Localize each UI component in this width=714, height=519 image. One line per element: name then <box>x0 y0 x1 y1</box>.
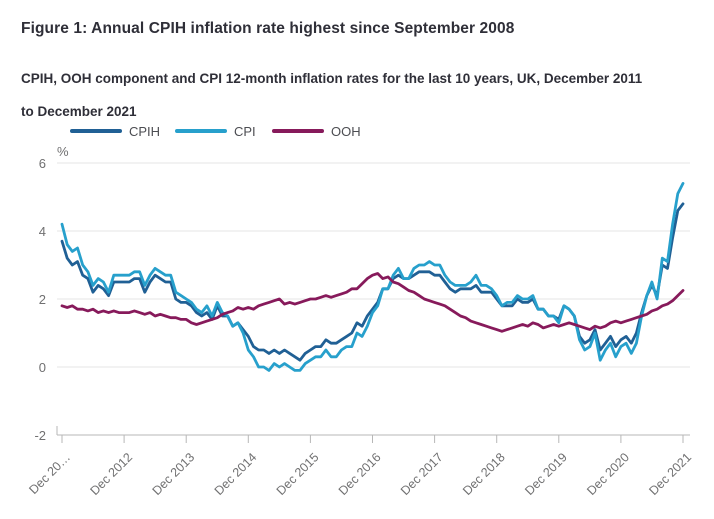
series-line-ooh <box>60 272 685 333</box>
x-tick-label: Dec 20… <box>26 450 73 497</box>
cpi-line-swatch-icon <box>175 129 227 133</box>
ooh-line-swatch-icon <box>272 129 324 133</box>
x-tick-label: Dec 2016 <box>336 450 384 498</box>
legend-item-cpih: CPIH <box>70 123 160 139</box>
series-line-cpi <box>60 181 685 372</box>
x-tick-label: Dec 2018 <box>460 450 508 498</box>
x-tick-label: Dec 2012 <box>87 450 135 498</box>
legend-label-cpih: CPIH <box>129 123 161 139</box>
x-axis: Dec 20… Dec 2012 Dec 2013 Dec 2014 Dec 2015 D… <box>26 426 694 498</box>
legend-label-cpi: CPI <box>234 123 256 139</box>
x-tick-label: Dec 2020 <box>584 450 632 498</box>
y-tick-label: -2 <box>34 428 46 443</box>
x-tick-label: Dec 2013 <box>150 450 198 498</box>
x-tick-label: Dec 2021 <box>646 450 694 498</box>
x-tick-label: Dec 2014 <box>212 450 260 498</box>
cpih-line-swatch-icon <box>70 129 122 133</box>
x-tick-label: Dec 2017 <box>398 450 446 498</box>
legend-item-cpi: CPI <box>175 123 256 139</box>
legend-label-ooh: OOH <box>331 123 361 139</box>
y-axis-unit-label: % <box>57 144 69 159</box>
x-tick-label: Dec 2015 <box>274 450 322 498</box>
figure-subtitle: CPIH, OOH component and CPI 12-month inf… <box>21 70 643 119</box>
y-gridlines <box>57 162 690 368</box>
figure-title: Figure 1: Annual CPIH inflation rate hig… <box>21 20 515 38</box>
legend-item-ooh: OOH <box>272 123 361 139</box>
x-tick-label: Dec 2019 <box>522 450 570 498</box>
y-tick-label: 0 <box>39 360 46 375</box>
y-tick-label: 2 <box>39 292 46 307</box>
y-axis-labels: 6 4 2 0 -2% <box>34 144 69 443</box>
y-tick-label: 6 <box>39 156 46 171</box>
y-tick-label: 4 <box>39 224 46 239</box>
chart-legend: CPIH CPI OOH <box>0 123 714 139</box>
series-line-cpih <box>60 202 685 362</box>
